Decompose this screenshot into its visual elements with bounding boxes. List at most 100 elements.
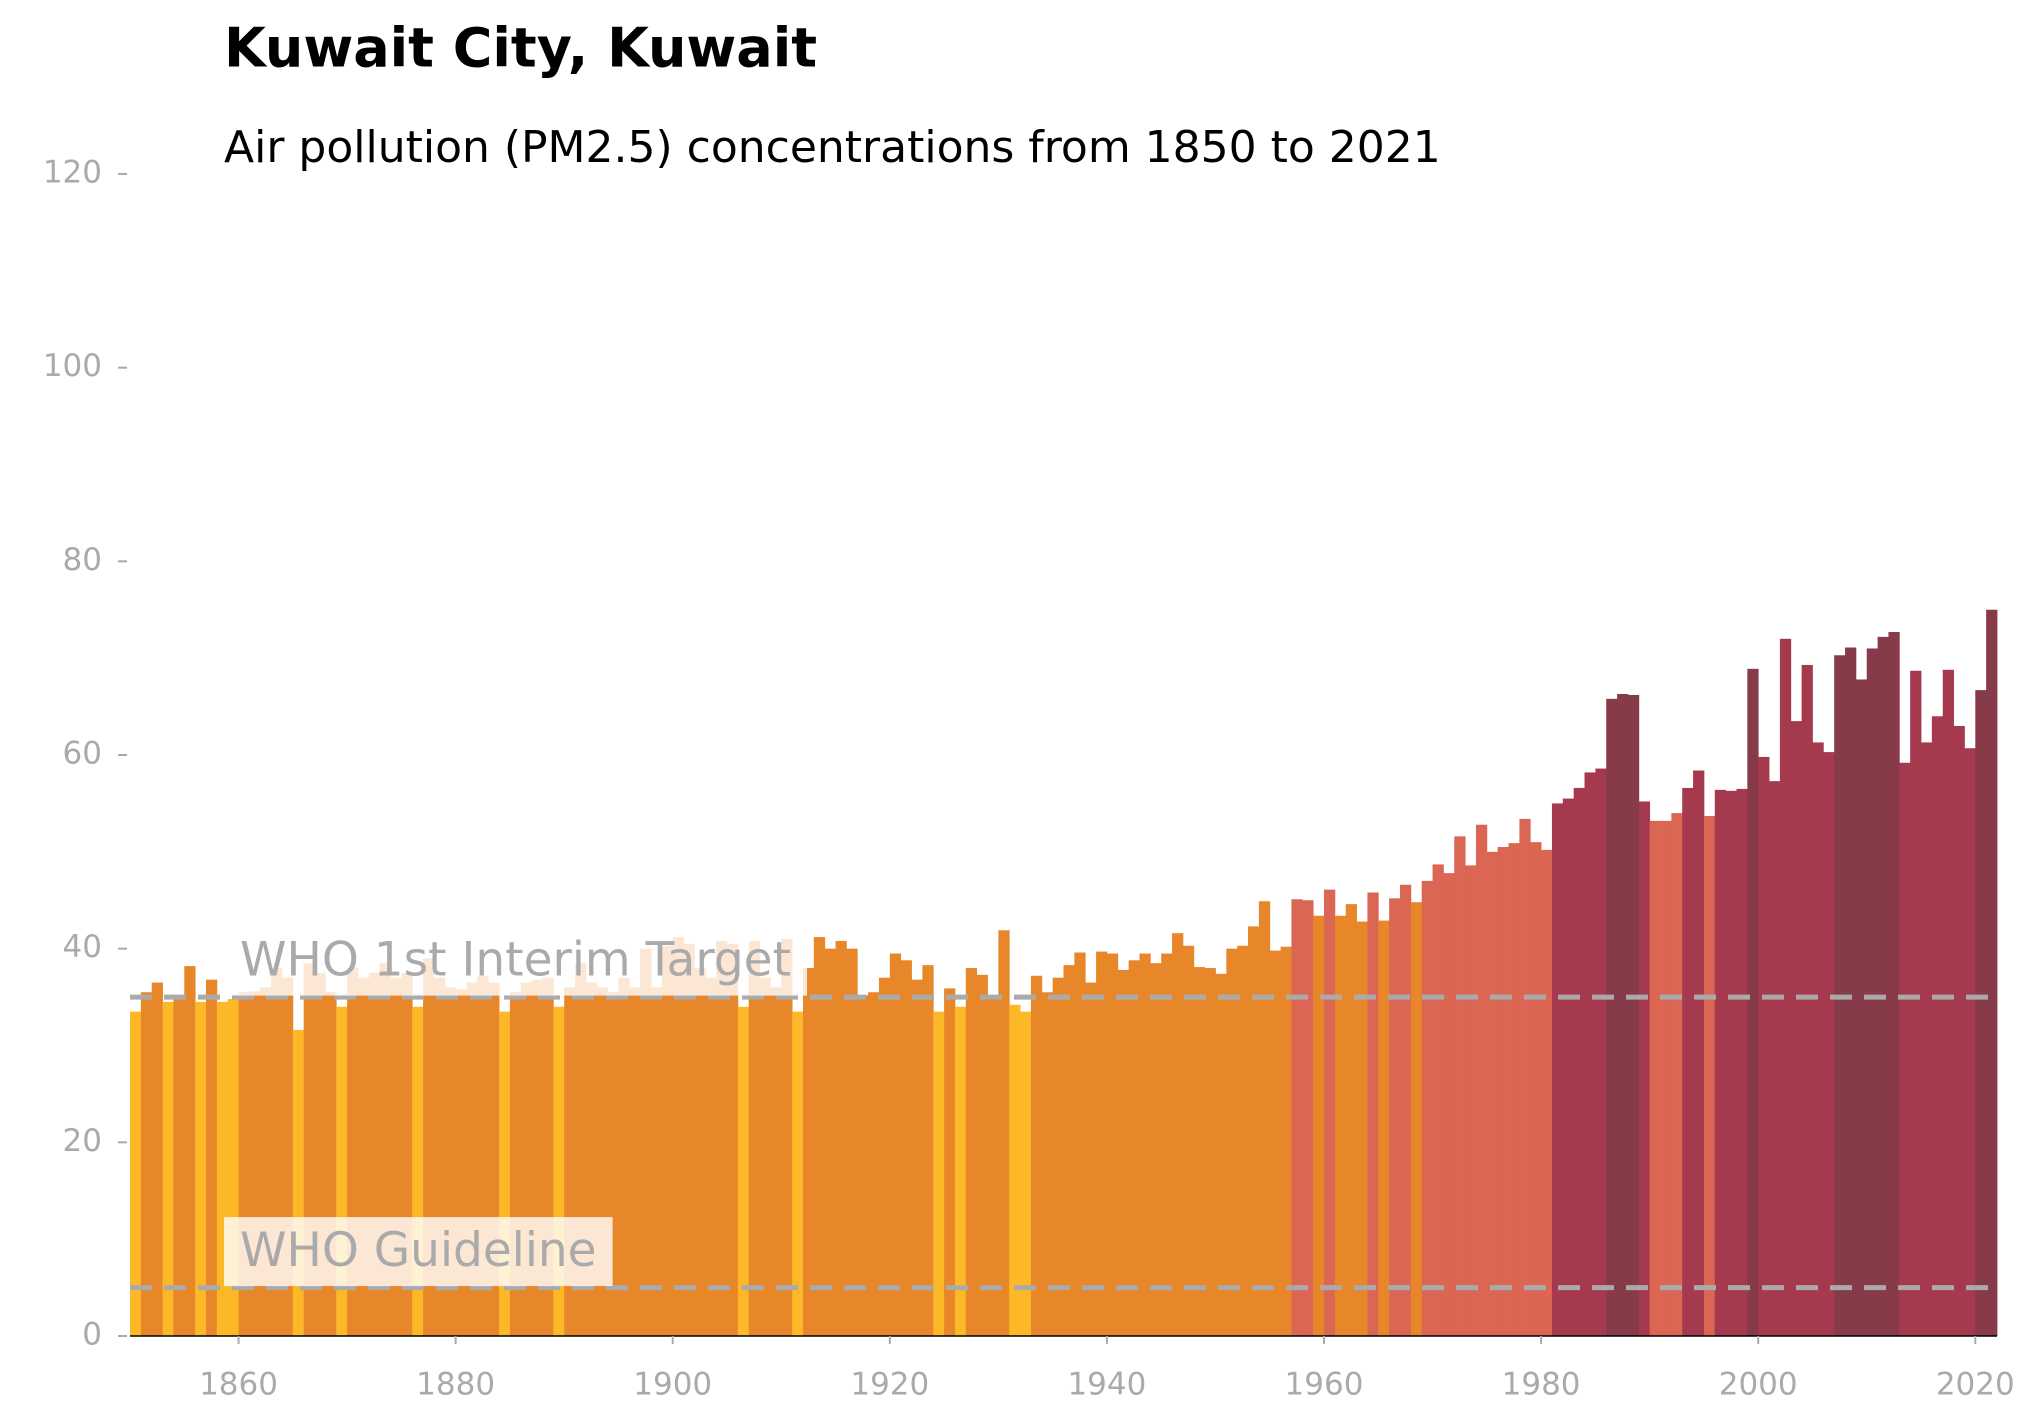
bar — [1410, 902, 1423, 1336]
bar — [1172, 933, 1184, 1336]
bar — [1975, 690, 1987, 1336]
bar — [303, 963, 315, 1336]
bar — [1367, 892, 1379, 1336]
bar — [466, 982, 478, 1336]
bar — [1280, 946, 1292, 1336]
bar — [933, 1011, 945, 1336]
x-tick-label: 1880 — [416, 1367, 495, 1403]
bar — [1790, 721, 1803, 1336]
bar — [1074, 952, 1086, 1336]
bar — [727, 943, 739, 1336]
bar — [1237, 945, 1249, 1336]
bar — [1660, 820, 1672, 1336]
bar — [1508, 843, 1520, 1336]
bar — [1475, 824, 1488, 1336]
bar — [1291, 899, 1303, 1336]
x-tick-label: 1900 — [633, 1367, 712, 1403]
bar — [900, 960, 912, 1336]
bar — [1150, 963, 1162, 1336]
bar — [1248, 926, 1260, 1336]
bar — [672, 937, 684, 1336]
x-tick-label: 1940 — [1067, 1367, 1146, 1403]
bar — [813, 937, 826, 1336]
bar — [379, 963, 391, 1336]
bar — [1551, 803, 1564, 1336]
bar — [1269, 950, 1281, 1336]
bar — [1161, 953, 1173, 1336]
bar — [1519, 818, 1531, 1336]
bar — [1899, 762, 1911, 1336]
bar — [1302, 900, 1314, 1336]
y-tick-label: 60 — [63, 736, 102, 772]
bar — [824, 948, 836, 1336]
bar — [1627, 694, 1640, 1336]
bar — [651, 987, 663, 1336]
bar — [1063, 965, 1075, 1336]
bar — [477, 975, 489, 1336]
bar — [585, 982, 598, 1336]
bar — [1801, 664, 1813, 1336]
bar — [792, 1011, 804, 1336]
bar — [607, 992, 619, 1336]
bar — [423, 958, 435, 1336]
bar — [857, 995, 869, 1336]
bar — [1682, 787, 1694, 1336]
reference-label: WHO 1st Interim Target — [240, 933, 791, 988]
label-box — [224, 1217, 613, 1287]
bar — [1486, 851, 1499, 1336]
bar — [705, 977, 717, 1336]
bar — [759, 977, 771, 1336]
bar — [1725, 790, 1737, 1336]
bar — [998, 930, 1010, 1336]
x-tick-label: 2000 — [1719, 1367, 1798, 1403]
bar — [1573, 787, 1585, 1336]
bar — [499, 1011, 511, 1336]
bar — [314, 972, 326, 1336]
bar — [640, 948, 652, 1336]
bar — [1747, 668, 1759, 1336]
bar — [1964, 748, 1976, 1336]
bar — [575, 963, 587, 1336]
y-tick-label: 20 — [63, 1123, 102, 1159]
bar — [1096, 951, 1108, 1336]
reference-label: WHO Guideline — [240, 1223, 597, 1278]
chart-title: Kuwait City, Kuwait — [224, 17, 817, 80]
bar — [433, 977, 446, 1336]
bar — [1953, 725, 1965, 1336]
bar — [271, 968, 283, 1336]
bar — [1931, 716, 1944, 1336]
bar — [238, 992, 250, 1336]
bar — [130, 1011, 142, 1336]
bar — [1921, 742, 1933, 1336]
bar — [889, 953, 902, 1336]
bar — [1009, 1004, 1021, 1336]
bar — [553, 1006, 565, 1336]
bar — [1649, 820, 1661, 1336]
bar — [1193, 967, 1206, 1336]
x-tick-label: 1960 — [1285, 1367, 1364, 1403]
bar — [1313, 915, 1325, 1336]
bar — [1443, 873, 1455, 1336]
bar — [1334, 915, 1347, 1336]
y-tick-label: 0 — [82, 1317, 102, 1353]
bar — [1465, 865, 1477, 1336]
bar — [1823, 752, 1835, 1336]
y-tick-label: 80 — [63, 542, 102, 578]
bar — [325, 992, 337, 1336]
bar — [1703, 816, 1716, 1336]
bar — [1855, 679, 1868, 1336]
bar — [1052, 977, 1064, 1336]
bar — [1117, 969, 1130, 1336]
bar — [281, 977, 294, 1336]
bar — [195, 1001, 207, 1336]
bar — [1182, 945, 1195, 1336]
bar — [227, 999, 239, 1336]
bar — [1758, 756, 1770, 1336]
bar — [1139, 953, 1151, 1336]
bar — [140, 992, 153, 1336]
bar — [1106, 953, 1119, 1336]
bar — [455, 989, 467, 1336]
bar — [1671, 813, 1683, 1336]
bar — [629, 987, 641, 1336]
